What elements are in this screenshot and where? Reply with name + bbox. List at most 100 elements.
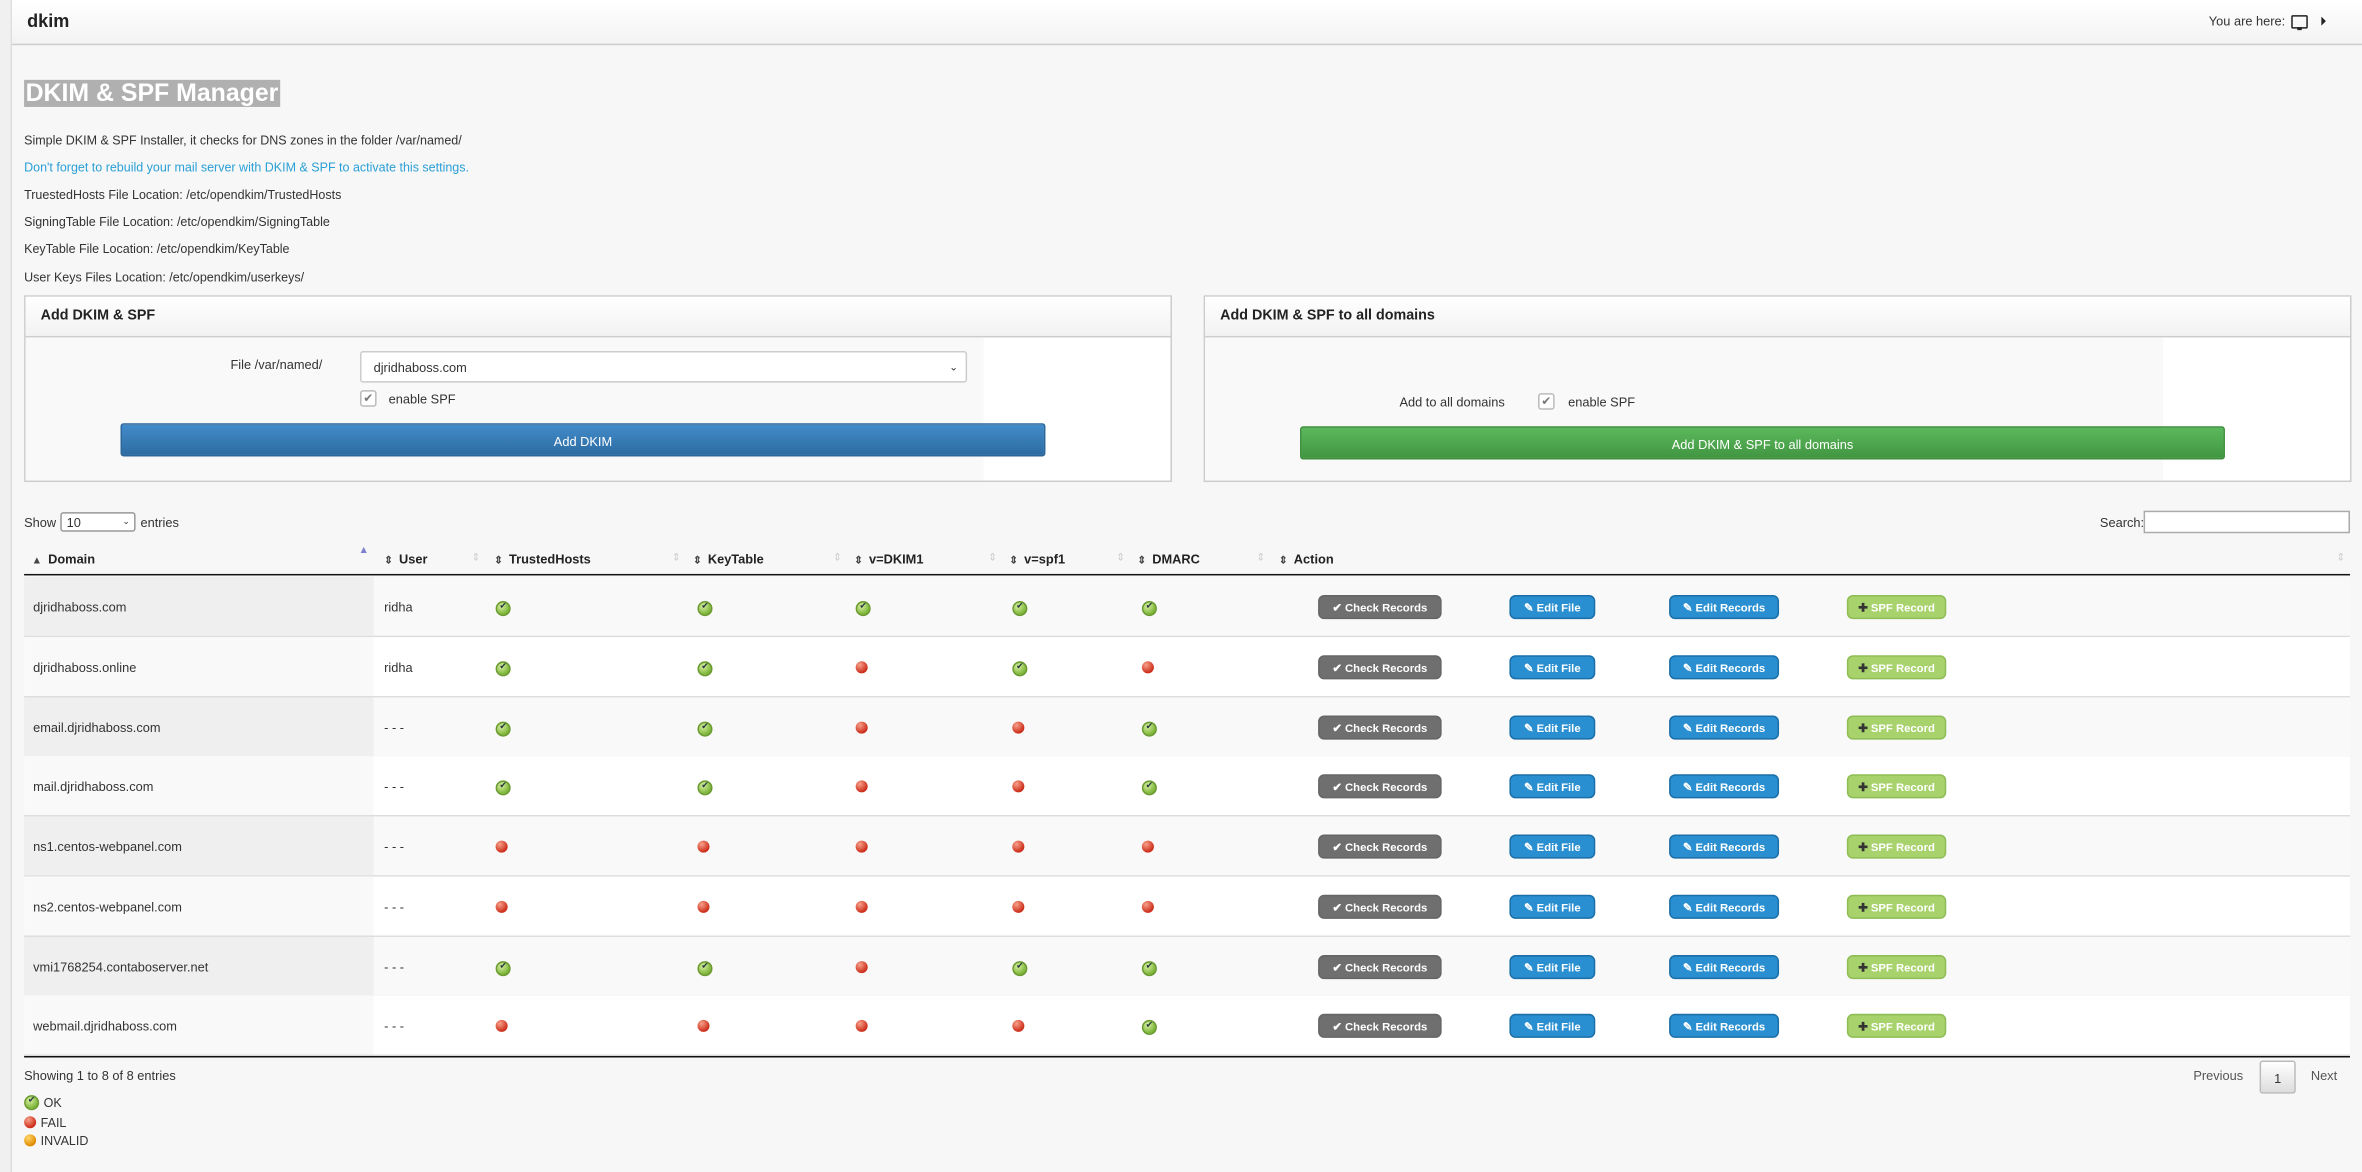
spf1-ok-icon <box>1012 660 1028 676</box>
edit-icon: ✎ <box>1524 660 1537 675</box>
edit-records-button[interactable]: ✎ Edit Records <box>1669 595 1780 620</box>
plus-icon: ✚ <box>1858 960 1871 974</box>
keytable-ok-icon <box>697 660 713 676</box>
edit-records-button[interactable]: ✎ Edit Records <box>1669 834 1780 859</box>
edit-records-button[interactable]: ✎ Edit Records <box>1669 894 1780 919</box>
keytable-location: KeyTable File Location: /etc/opendkim/Ke… <box>24 241 290 257</box>
pagination-page-1[interactable]: 1 <box>2259 1060 2296 1094</box>
add-all-button[interactable]: Add DKIM & SPF to all domains <box>1300 426 2225 460</box>
dmarc-fail-icon <box>1141 840 1154 853</box>
spf1-fail-icon <box>1012 900 1025 913</box>
column-header-trustedhosts[interactable]: ⇕ TrustedHosts <box>494 551 591 567</box>
dmarc-ok-icon <box>1141 1020 1157 1036</box>
edit-file-button[interactable]: ✎ Edit File <box>1509 774 1596 799</box>
table-row: ns2.centos-webpanel.com - - - ✔ Check Reco… <box>24 876 2350 937</box>
user-cell: ridha <box>384 659 413 675</box>
keytable-ok-icon <box>697 780 713 796</box>
column-header-dmarc[interactable]: ⇕ DMARC <box>1137 551 1200 567</box>
check-records-button[interactable]: ✔ Check Records <box>1318 595 1442 620</box>
spf-record-button[interactable]: ✚ SPF Record <box>1846 714 1947 739</box>
spf-record-button[interactable]: ✚ SPF Record <box>1846 954 1947 979</box>
enable-spf-all-checkbox[interactable]: ✔ <box>1538 393 1555 410</box>
table-row: djridhaboss.online ridha ✔ Check Records ✎ … <box>24 636 2350 698</box>
column-header-dkim1[interactable]: ⇕ v=DKIM1 <box>854 551 924 567</box>
domain-cell: mail.djridhaboss.com <box>33 779 154 795</box>
domain-cell: djridhaboss.com <box>33 599 127 615</box>
edit-file-button[interactable]: ✎ Edit File <box>1509 714 1596 739</box>
entries-select[interactable]: 10 ⌄ <box>60 512 136 532</box>
edit-file-button[interactable]: ✎ Edit File <box>1509 1014 1596 1039</box>
spf-record-button[interactable]: ✚ SPF Record <box>1846 1014 1947 1039</box>
userkeys-location: User Keys Files Location: /etc/opendkim/… <box>24 269 305 285</box>
legend-fail: FAIL <box>24 1115 66 1130</box>
column-header-spf1[interactable]: ⇕ v=spf1 <box>1009 551 1066 567</box>
column-header-user[interactable]: ⇕ User <box>384 551 428 567</box>
check-icon: ✔ <box>1332 840 1346 855</box>
sort-icon: ⇕ <box>1137 555 1147 567</box>
caret-right-icon <box>2321 16 2326 26</box>
edit-records-button[interactable]: ✎ Edit Records <box>1669 654 1780 680</box>
edit-file-button[interactable]: ✎ Edit File <box>1509 954 1596 979</box>
domain-cell: ns1.centos-webpanel.com <box>33 839 182 855</box>
column-header-keytable[interactable]: ⇕ KeyTable <box>692 551 764 567</box>
edit-icon: ✎ <box>1524 601 1537 615</box>
panel-title: Add DKIM & SPF <box>25 296 1171 338</box>
check-records-button[interactable]: ✔ Check Records <box>1318 654 1442 680</box>
spf-record-button[interactable]: ✚ SPF Record <box>1846 774 1947 799</box>
edit-file-button[interactable]: ✎ Edit File <box>1509 595 1596 620</box>
pagination-previous[interactable]: Previous <box>2193 1068 2244 1084</box>
trustedhosts-fail-icon <box>495 900 508 913</box>
dkim1-fail-icon <box>855 840 868 853</box>
top-bar <box>12 0 2362 46</box>
check-icon: ✔ <box>1332 720 1346 735</box>
check-records-button[interactable]: ✔ Check Records <box>1318 1014 1442 1039</box>
add-dkim-button[interactable]: Add DKIM <box>120 423 1046 457</box>
user-cell: - - - <box>384 779 405 795</box>
show-label: Show <box>24 514 57 530</box>
user-cell: - - - <box>384 958 405 974</box>
user-cell: - - - <box>384 719 405 735</box>
column-header-domain[interactable]: ▲ Domain <box>31 551 96 567</box>
pagination-next[interactable]: Next <box>2310 1068 2338 1084</box>
domain-cell: webmail.djridhaboss.com <box>33 1018 177 1034</box>
check-icon: ✔ <box>1332 601 1346 615</box>
spf1-fail-icon <box>1012 720 1025 733</box>
edit-file-button[interactable]: ✎ Edit File <box>1509 834 1596 859</box>
edit-records-button[interactable]: ✎ Edit Records <box>1669 774 1780 799</box>
check-records-button[interactable]: ✔ Check Records <box>1318 894 1442 919</box>
ok-icon <box>24 1095 40 1111</box>
spf-record-button[interactable]: ✚ SPF Record <box>1846 595 1947 620</box>
check-icon: ✔ <box>1332 1020 1346 1034</box>
edit-file-button[interactable]: ✎ Edit File <box>1509 894 1596 919</box>
user-cell: - - - <box>384 898 405 915</box>
edit-icon: ✎ <box>1682 780 1696 795</box>
keytable-ok-icon <box>697 720 713 736</box>
check-records-button[interactable]: ✔ Check Records <box>1318 834 1442 859</box>
spf-record-button[interactable]: ✚ SPF Record <box>1846 894 1947 919</box>
search-input[interactable] <box>2143 510 2350 534</box>
edit-icon: ✎ <box>1524 780 1537 795</box>
enable-spf-checkbox[interactable]: ✔ <box>360 390 377 407</box>
dkim1-fail-icon <box>855 1020 868 1033</box>
chevron-down-icon: ⌄ <box>122 518 130 528</box>
spf-record-button[interactable]: ✚ SPF Record <box>1846 654 1947 680</box>
edit-file-button[interactable]: ✎ Edit File <box>1509 654 1596 680</box>
edit-icon: ✎ <box>1524 840 1537 855</box>
check-records-button[interactable]: ✔ Check Records <box>1318 954 1442 979</box>
check-records-button[interactable]: ✔ Check Records <box>1318 714 1442 739</box>
edit-records-button[interactable]: ✎ Edit Records <box>1669 714 1780 739</box>
monitor-icon[interactable] <box>2291 14 2308 30</box>
user-cell: ridha <box>384 599 413 615</box>
edit-records-button[interactable]: ✎ Edit Records <box>1669 954 1780 979</box>
spf-record-button[interactable]: ✚ SPF Record <box>1846 834 1947 859</box>
entries-label: entries <box>140 514 179 530</box>
sort-icon: ⇕ <box>1009 555 1019 567</box>
enable-spf-label: enable SPF <box>388 391 456 407</box>
check-records-button[interactable]: ✔ Check Records <box>1318 774 1442 799</box>
file-select[interactable]: djridhaboss.com ⌄ <box>360 350 968 383</box>
dmarc-ok-icon <box>1141 601 1157 617</box>
sort-icon: ⇕ <box>494 555 503 567</box>
edit-records-button[interactable]: ✎ Edit Records <box>1669 1014 1780 1039</box>
trustedhosts-ok-icon <box>495 720 511 736</box>
column-header-action[interactable]: ⇕ Action <box>1278 551 1334 567</box>
